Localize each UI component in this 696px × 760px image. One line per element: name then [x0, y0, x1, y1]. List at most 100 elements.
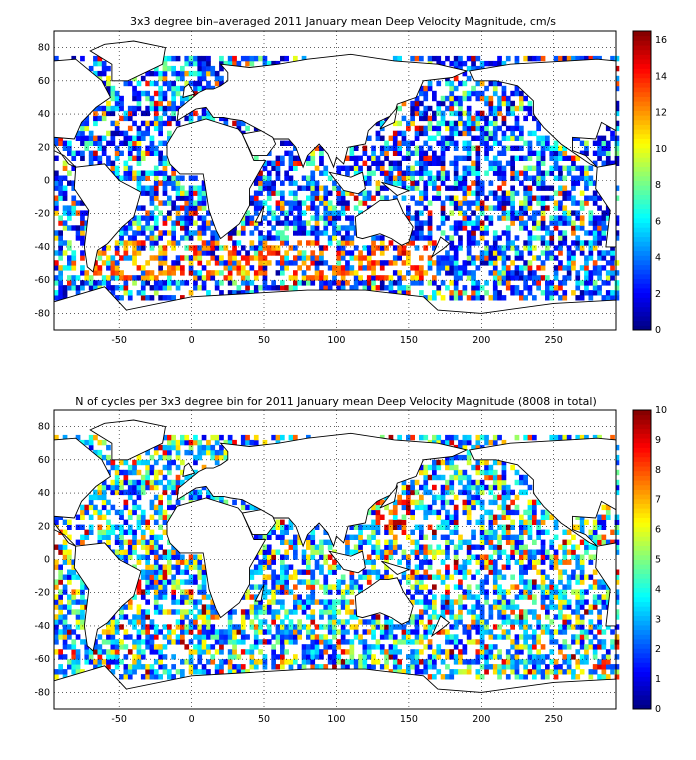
heatmap-cell	[75, 200, 81, 206]
heatmap-cell	[201, 115, 207, 122]
heatmap-cell	[484, 205, 489, 211]
heatmap-cell	[484, 60, 489, 67]
heatmap-cell	[462, 80, 468, 87]
heatmap-cell	[340, 195, 346, 201]
heatmap-cell	[188, 70, 194, 77]
heatmap-cell	[140, 609, 146, 615]
heatmap-cell	[523, 170, 528, 176]
heatmap-cell	[58, 564, 63, 570]
heatmap-cell	[436, 574, 442, 580]
heatmap-cell	[423, 220, 429, 226]
heatmap-cell	[388, 549, 394, 555]
heatmap-cell	[114, 150, 120, 156]
heatmap-cell	[345, 225, 350, 231]
heatmap-cell	[519, 634, 524, 640]
heatmap-cell	[110, 639, 116, 645]
heatmap-cell	[523, 220, 528, 226]
heatmap-cell	[110, 255, 116, 261]
heatmap-cell	[597, 275, 602, 281]
heatmap-cell	[445, 564, 450, 570]
heatmap-cell	[297, 185, 302, 191]
heatmap-cell	[475, 464, 481, 471]
heatmap-cell	[88, 649, 94, 655]
heatmap-cell	[162, 165, 168, 171]
heatmap-cell	[605, 275, 611, 281]
heatmap-cell	[388, 649, 394, 655]
heatmap-cell	[545, 205, 550, 211]
heatmap-cell	[419, 484, 424, 491]
heatmap-cell	[440, 220, 446, 226]
heatmap-cell	[519, 265, 524, 271]
heatmap-cell	[445, 664, 450, 670]
heatmap-cell	[323, 554, 329, 560]
heatmap-cell	[345, 230, 350, 236]
heatmap-cell	[266, 205, 272, 211]
heatmap-cell	[401, 245, 407, 251]
heatmap-cell	[501, 484, 507, 491]
heatmap-cell	[366, 175, 372, 181]
heatmap-cell	[140, 170, 146, 176]
heatmap-cell	[445, 55, 450, 62]
heatmap-cell	[614, 220, 620, 226]
heatmap-cell	[162, 584, 168, 590]
y-tick-label: 60	[38, 76, 50, 87]
heatmap-cell	[201, 434, 207, 441]
heatmap-cell	[201, 200, 207, 206]
heatmap-cell	[553, 175, 559, 181]
heatmap-cell	[127, 155, 133, 161]
heatmap-cell	[562, 150, 568, 156]
heatmap-cell	[62, 175, 68, 181]
x-tick-label: 0	[189, 335, 195, 346]
panel1-axes-frame	[53, 30, 617, 331]
heatmap-cell	[458, 265, 463, 271]
heatmap-cell	[484, 125, 489, 132]
heatmap-cell	[397, 270, 402, 276]
heatmap-cell	[319, 270, 324, 276]
heatmap-cell	[436, 155, 442, 161]
heatmap-cell	[80, 604, 85, 610]
heatmap-cell	[445, 215, 450, 221]
heatmap-cell	[162, 180, 168, 186]
heatmap-cell	[132, 105, 137, 112]
heatmap-cell	[245, 614, 250, 620]
heatmap-cell	[514, 255, 520, 261]
colorbar-segment	[633, 45, 651, 51]
heatmap-cell	[158, 140, 163, 146]
heatmap-cell	[536, 140, 541, 146]
heatmap-cell	[497, 295, 502, 301]
heatmap-cell	[449, 599, 455, 605]
heatmap-cell	[453, 514, 459, 520]
heatmap-cell	[475, 185, 481, 191]
heatmap-cell	[419, 499, 424, 506]
heatmap-cell	[67, 609, 72, 615]
heatmap-cell	[432, 499, 437, 506]
heatmap-cell	[497, 574, 502, 580]
heatmap-cell	[201, 105, 207, 112]
heatmap-cell	[245, 504, 250, 511]
heatmap-cell	[193, 230, 198, 236]
heatmap-cell	[153, 215, 159, 221]
heatmap-cell	[180, 235, 185, 241]
heatmap-cell	[510, 644, 515, 650]
heatmap-cell	[149, 285, 155, 291]
heatmap-cell	[175, 240, 181, 246]
heatmap-cell	[332, 654, 337, 660]
heatmap-cell	[197, 235, 203, 241]
heatmap-cell	[132, 90, 137, 97]
heatmap-cell	[479, 649, 485, 655]
heatmap-cell	[88, 524, 94, 530]
heatmap-cell	[136, 275, 142, 281]
heatmap-cell	[119, 509, 124, 516]
heatmap-cell	[466, 544, 472, 550]
heatmap-cell	[171, 85, 176, 92]
heatmap-cell	[114, 629, 120, 635]
heatmap-cell	[201, 589, 207, 595]
heatmap-cell	[427, 170, 433, 176]
heatmap-cell	[575, 295, 581, 301]
heatmap-cell	[232, 639, 237, 645]
heatmap-cell	[440, 524, 446, 530]
heatmap-cell	[106, 155, 111, 161]
heatmap-cell	[101, 479, 107, 486]
heatmap-cell	[249, 215, 255, 221]
heatmap-cell	[597, 205, 602, 211]
